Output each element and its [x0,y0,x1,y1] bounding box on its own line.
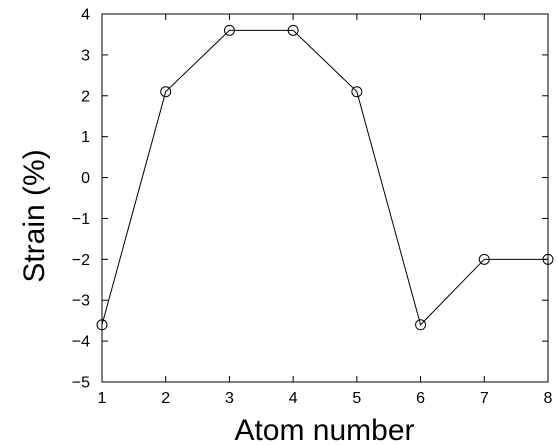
y-tick-label: −5 [72,375,90,392]
data-series [96,24,554,331]
x-tick-label: 3 [225,390,234,407]
y-tick-label: −2 [72,252,90,269]
x-tick-label: 2 [161,390,170,407]
data-point [223,24,235,36]
data-point [160,86,172,98]
x-tick-label: 5 [352,390,361,407]
data-point [478,253,490,265]
y-tick-label: −3 [72,293,90,310]
data-point [542,253,554,265]
data-point [287,24,299,36]
data-point [351,86,363,98]
x-axis-title: Atom number [234,414,414,445]
y-tick-label: −1 [72,211,90,228]
y-axis-title: Strain (%) [18,149,51,282]
x-tick-label: 8 [544,390,553,407]
x-tick-label: 4 [289,390,298,407]
axes: 1 2 3 4 5 6 7 8 −5 −4 −3 −2 −1 0 1 2 3 4 [72,7,553,408]
data-point [415,319,427,331]
data-point [96,319,108,331]
y-tick-label: 3 [81,47,90,64]
y-tick-label: 1 [81,129,90,146]
plot-frame [101,13,549,383]
x-tick-label: 7 [480,390,489,407]
y-tick-label: −4 [72,334,90,351]
series-line [101,29,548,326]
y-tick-label: 0 [81,170,90,187]
y-tick-label: 4 [81,7,90,24]
y-tick-label: 2 [81,88,90,105]
x-tick-label: 6 [416,390,425,407]
x-tick-label: 1 [98,390,107,407]
